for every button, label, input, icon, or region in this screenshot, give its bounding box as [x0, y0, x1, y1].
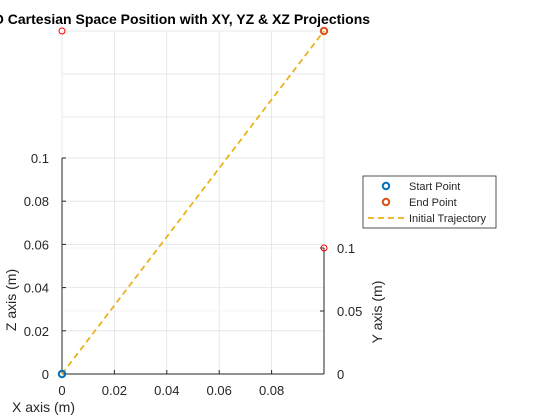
x-tick-label: 0.04: [154, 383, 179, 398]
z-tick-label: 0.1: [31, 151, 49, 166]
grid-lines: [61, 30, 325, 375]
z-axis-label: Z axis (m): [3, 269, 19, 331]
start-point-marker: [57, 369, 67, 379]
y-tick-label: 0.1: [337, 241, 355, 256]
z-tick-label: 0.06: [24, 237, 49, 252]
legend-swatch: [381, 197, 391, 207]
projection-marker-xy: [320, 244, 328, 252]
x-tick-label: 0: [58, 383, 65, 398]
tick-labels: 0 0.02 0.04 0.06 0.08 0 0.02 0.04 0.06 0.08 0.1 0 0.…: [24, 151, 363, 398]
x-tick-label: 0.06: [207, 383, 232, 398]
axes: [61, 158, 325, 375]
x-tick-label: 0.08: [259, 383, 284, 398]
legend-box: [362, 175, 497, 229]
legend-label: End Point: [409, 197, 457, 209]
y-tick-label: 0.05: [337, 304, 362, 319]
chart-title: 3D Cartesian Space Position with XY, YZ …: [0, 11, 370, 27]
projection-marker-yz: [58, 27, 66, 35]
legend-label: Initial Trajectory: [409, 213, 487, 225]
y-tick-label: 0: [337, 367, 344, 382]
z-tick-label: 0.08: [24, 194, 49, 209]
legend: Start Point End Point Initial Trajectory: [362, 175, 497, 229]
x-axis-label: X axis (m): [12, 399, 75, 415]
trajectory-line: [61, 30, 325, 375]
z-tick-label: 0: [42, 367, 49, 382]
legend-swatch: [381, 181, 391, 191]
data-marks: [57, 26, 329, 379]
legend-label: Start Point: [409, 181, 460, 193]
z-tick-label: 0.04: [24, 281, 49, 296]
x-tick-label: 0.02: [102, 383, 127, 398]
y-axis-label: Y axis (m): [369, 281, 385, 344]
end-point-marker: [319, 26, 329, 36]
z-tick-label: 0.02: [24, 324, 49, 339]
